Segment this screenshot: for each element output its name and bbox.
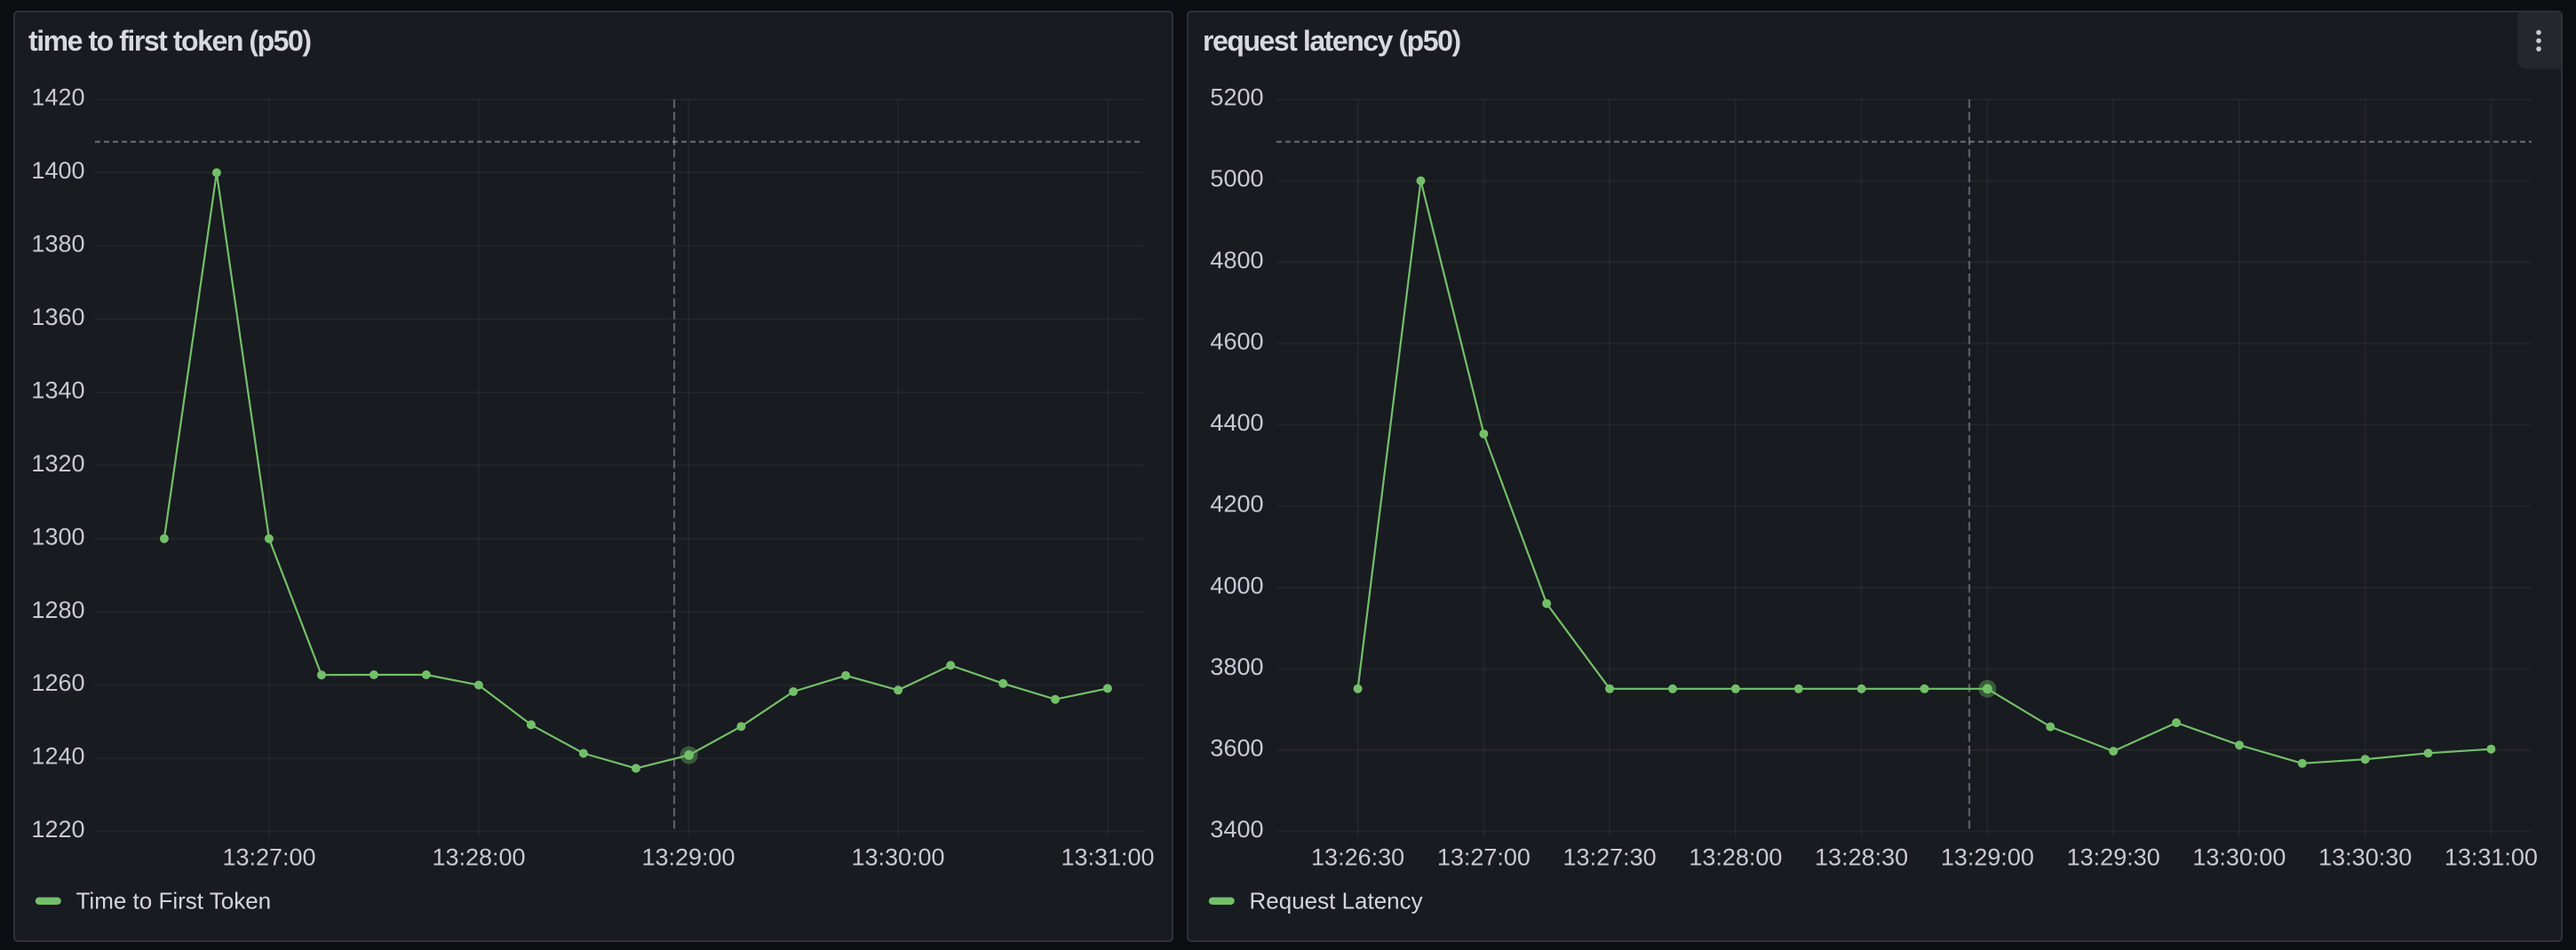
- svg-text:13:27:30: 13:27:30: [1563, 844, 1657, 871]
- svg-text:13:27:00: 13:27:00: [1437, 844, 1530, 871]
- svg-text:1400: 1400: [31, 157, 84, 184]
- svg-text:1280: 1280: [31, 597, 84, 623]
- svg-text:1340: 1340: [31, 376, 84, 403]
- svg-text:4600: 4600: [1210, 328, 1263, 354]
- svg-text:4800: 4800: [1210, 247, 1263, 273]
- svg-text:Request Latency: Request Latency: [1250, 888, 1423, 914]
- svg-text:3600: 3600: [1210, 735, 1263, 762]
- svg-text:1220: 1220: [31, 816, 84, 843]
- svg-text:13:28:30: 13:28:30: [1815, 844, 1908, 871]
- svg-text:5200: 5200: [1210, 84, 1263, 111]
- svg-text:4400: 4400: [1210, 409, 1263, 436]
- svg-text:5000: 5000: [1210, 165, 1263, 192]
- svg-text:13:30:00: 13:30:00: [851, 844, 944, 871]
- svg-text:4200: 4200: [1210, 491, 1263, 518]
- svg-text:13:29:00: 13:29:00: [641, 844, 735, 871]
- svg-text:13:31:00: 13:31:00: [2445, 844, 2538, 871]
- svg-text:1260: 1260: [31, 669, 84, 696]
- svg-text:3800: 3800: [1210, 653, 1263, 680]
- svg-text:13:31:00: 13:31:00: [1061, 844, 1154, 871]
- svg-text:13:30:30: 13:30:30: [2318, 844, 2412, 871]
- svg-text:request latency (p50): request latency (p50): [1203, 25, 1460, 57]
- svg-text:Time to First Token: Time to First Token: [76, 888, 272, 914]
- svg-text:13:28:00: 13:28:00: [432, 844, 525, 871]
- svg-text:13:26:30: 13:26:30: [1311, 844, 1404, 871]
- svg-text:13:29:30: 13:29:30: [2067, 844, 2160, 871]
- svg-text:4000: 4000: [1210, 572, 1263, 598]
- svg-text:time to first token (p50): time to first token (p50): [28, 25, 311, 57]
- svg-text:13:28:00: 13:28:00: [1689, 844, 1782, 871]
- svg-text:1240: 1240: [31, 743, 84, 770]
- svg-text:13:27:00: 13:27:00: [222, 844, 315, 871]
- svg-text:3400: 3400: [1210, 816, 1263, 843]
- svg-text:13:29:00: 13:29:00: [1941, 844, 2034, 871]
- svg-text:1320: 1320: [31, 450, 84, 477]
- svg-text:1300: 1300: [31, 523, 84, 550]
- svg-text:1420: 1420: [31, 84, 84, 111]
- svg-text:13:30:00: 13:30:00: [2192, 844, 2286, 871]
- svg-text:1360: 1360: [31, 304, 84, 330]
- svg-text:1380: 1380: [31, 231, 84, 257]
